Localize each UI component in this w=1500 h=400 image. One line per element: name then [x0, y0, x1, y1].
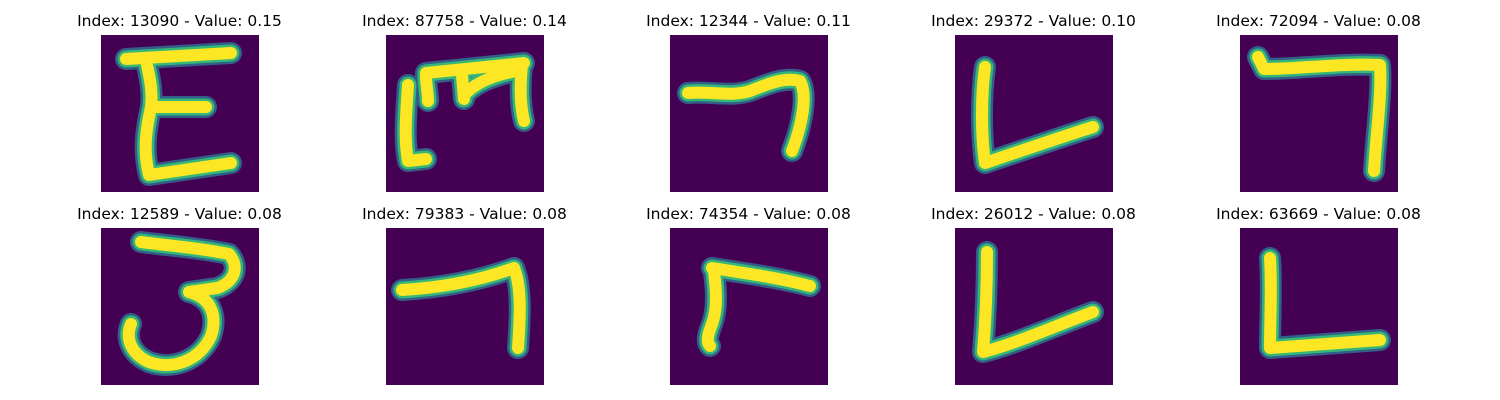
panel-title: Index: 63669 - Value: 0.08 — [1216, 205, 1421, 223]
digit-glyph — [971, 56, 1104, 174]
panel-title: Index: 29372 - Value: 0.10 — [931, 12, 1136, 30]
digit-image — [101, 35, 259, 192]
digit-glyph — [394, 52, 535, 172]
panel-title: Index: 13090 - Value: 0.15 — [77, 12, 282, 30]
digit-glyph — [1247, 46, 1392, 182]
panel-title: Index: 72094 - Value: 0.08 — [1216, 12, 1421, 30]
digit-glyph — [115, 42, 242, 186]
panel-7: Index: 79383 - Value: 0.08 — [322, 193, 607, 385]
panel-title: Index: 26012 - Value: 0.08 — [931, 205, 1136, 223]
digit-glyph — [677, 68, 815, 162]
panel-2: Index: 87758 - Value: 0.14 — [322, 0, 607, 192]
panel-title: Index: 87758 - Value: 0.14 — [362, 12, 567, 30]
digit-image — [101, 228, 259, 385]
panel-5: Index: 72094 - Value: 0.08 — [1176, 0, 1461, 192]
panel-6: Index: 12589 - Value: 0.08 — [37, 193, 322, 385]
digit-glyph — [696, 257, 821, 357]
panel-1: Index: 13090 - Value: 0.15 — [37, 0, 322, 192]
panel-4: Index: 29372 - Value: 0.10 — [891, 0, 1176, 192]
digit-glyph — [972, 241, 1104, 363]
digit-glyph — [117, 231, 246, 376]
digit-image — [1240, 228, 1398, 385]
digit-image — [386, 228, 544, 385]
digit-image — [955, 35, 1113, 192]
panel-title: Index: 12589 - Value: 0.08 — [77, 205, 282, 223]
digit-image — [386, 35, 544, 192]
digit-image — [955, 228, 1113, 385]
digit-glyph — [391, 257, 531, 359]
digit-glyph — [1259, 247, 1391, 359]
panel-8: Index: 74354 - Value: 0.08 — [606, 193, 891, 385]
panel-title: Index: 74354 - Value: 0.08 — [646, 205, 851, 223]
digit-image — [670, 228, 828, 385]
digit-image — [1240, 35, 1398, 192]
digit-image — [670, 35, 828, 192]
panel-10: Index: 63669 - Value: 0.08 — [1176, 193, 1461, 385]
panel-9: Index: 26012 - Value: 0.08 — [891, 193, 1176, 385]
panel-3: Index: 12344 - Value: 0.11 — [606, 0, 891, 192]
panel-title: Index: 79383 - Value: 0.08 — [362, 205, 567, 223]
panel-title: Index: 12344 - Value: 0.11 — [646, 12, 851, 30]
